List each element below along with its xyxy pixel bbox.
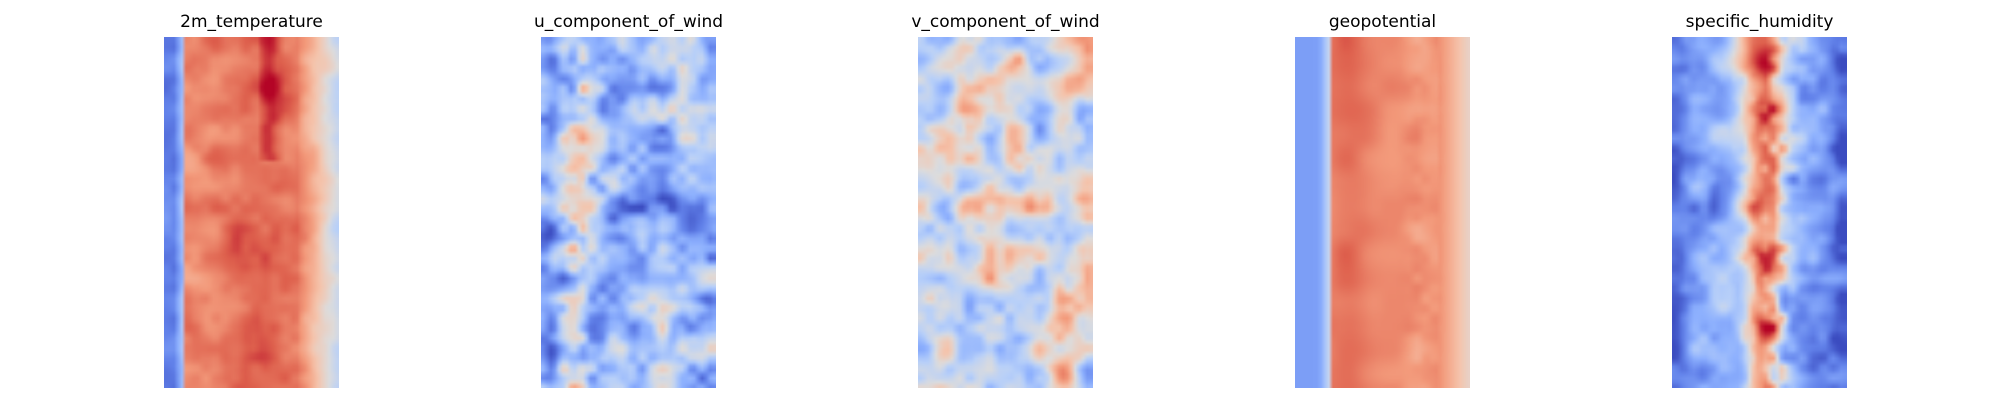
panel-title: 2m_temperature: [180, 12, 323, 32]
panel-v-component-of-wind: v_component_of_wind: [911, 0, 1100, 400]
panel-2m-temperature: 2m_temperature: [164, 0, 339, 400]
heatmap-specific-humidity: [1672, 37, 1847, 388]
heatmap-2m-temperature: [164, 37, 339, 388]
heatmap-u-component-of-wind: [541, 37, 716, 388]
panel-title: u_component_of_wind: [533, 12, 724, 32]
panel-u-component-of-wind: u_component_of_wind: [534, 0, 723, 400]
panel-title: v_component_of_wind: [911, 12, 1100, 32]
panel-specific-humidity: specific_humidity: [1672, 0, 1847, 400]
heatmap-geopotential: [1295, 37, 1470, 388]
panel-title: geopotential: [1328, 12, 1437, 32]
panel-geopotential: geopotential: [1295, 0, 1470, 400]
heatmap-v-component-of-wind: [918, 37, 1093, 388]
panel-title: specific_humidity: [1685, 12, 1834, 32]
